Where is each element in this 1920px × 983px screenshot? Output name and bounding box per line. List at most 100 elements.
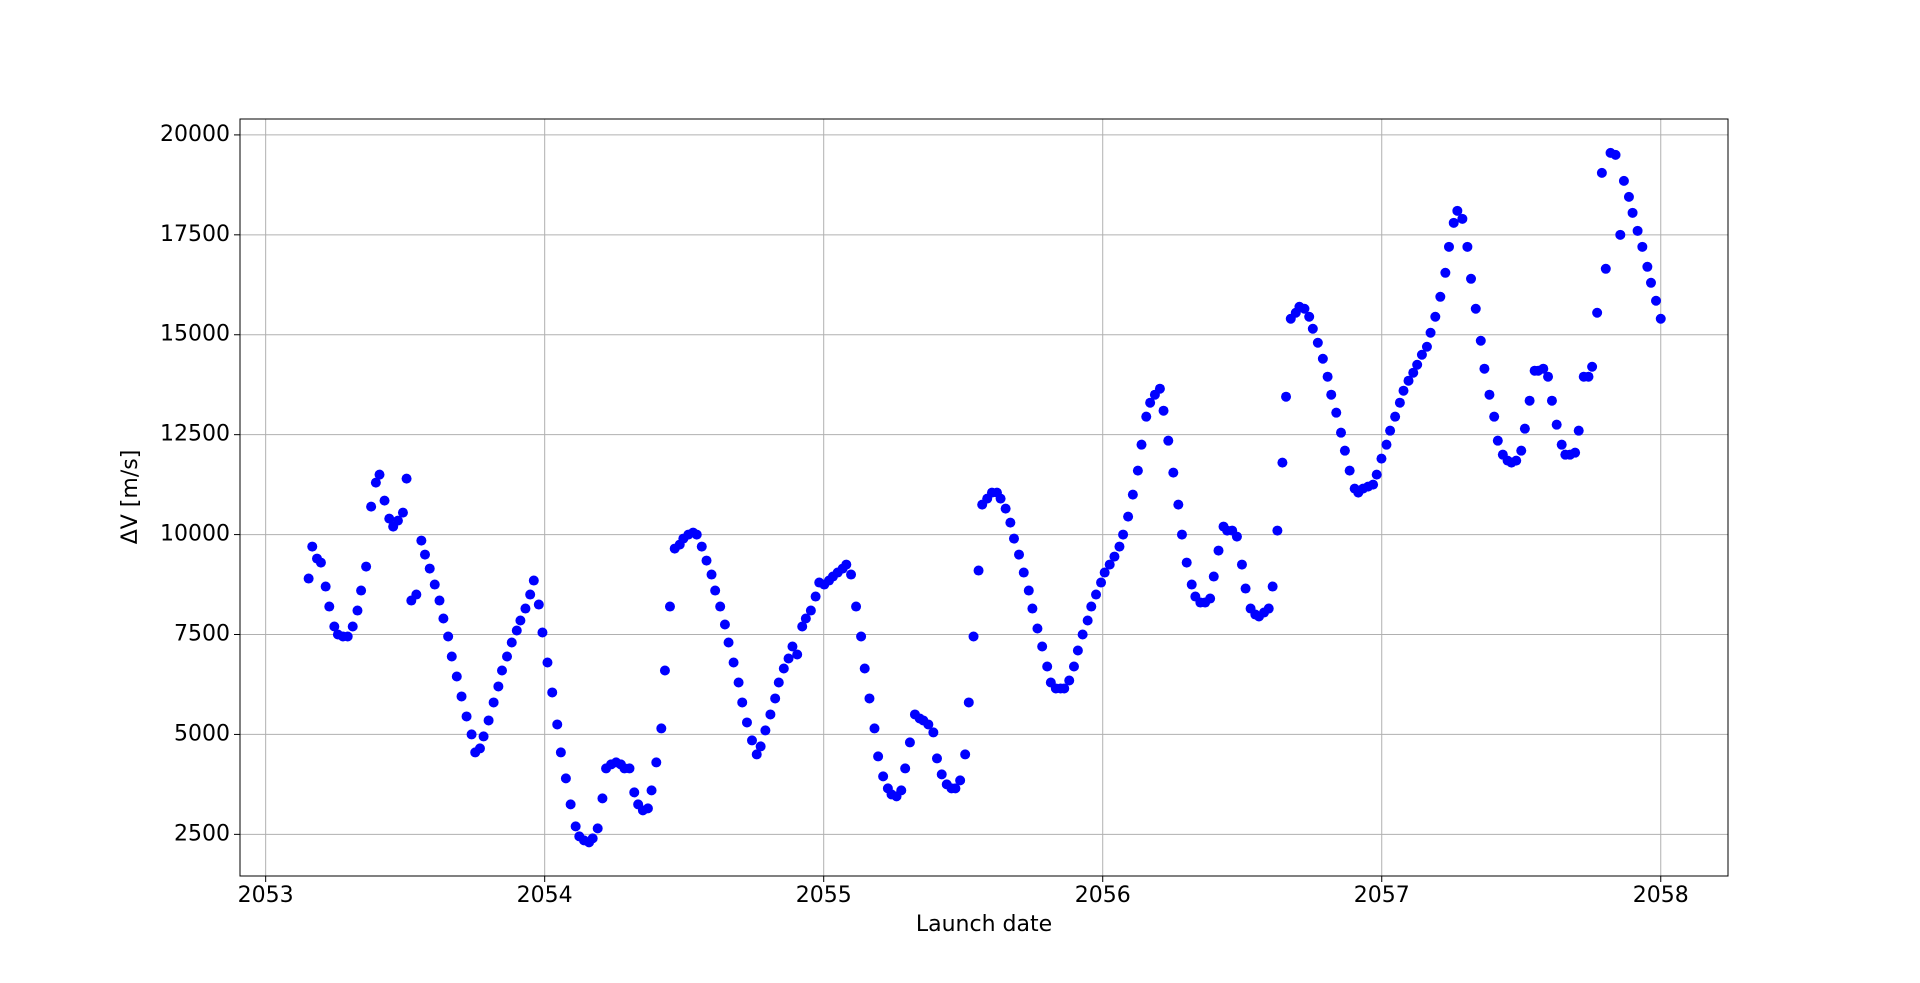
data-point [1240, 583, 1251, 594]
data-point [528, 575, 539, 586]
data-point [723, 637, 734, 648]
data-point [1042, 661, 1053, 672]
data-point [1068, 661, 1079, 672]
data-point [506, 637, 517, 648]
data-point [1416, 349, 1427, 360]
data-point [401, 473, 412, 484]
data-point [1452, 205, 1463, 216]
y-tick-label: 7500 [174, 622, 230, 647]
data-point [1466, 273, 1477, 284]
data-point [737, 697, 748, 708]
data-point [715, 601, 726, 612]
data-point [873, 751, 884, 762]
data-point [502, 651, 513, 662]
data-point [1032, 623, 1043, 634]
data-point [1109, 551, 1120, 562]
data-point [691, 529, 702, 540]
data-point [392, 515, 403, 526]
data-point [565, 799, 576, 810]
data-point [659, 665, 670, 676]
data-point [1037, 641, 1048, 652]
data-point [792, 649, 803, 660]
data-point [995, 493, 1006, 504]
data-point [552, 719, 563, 730]
data-point [1592, 307, 1603, 318]
data-point [1524, 395, 1535, 406]
data-point [1570, 447, 1581, 458]
x-tick-label: 2053 [238, 883, 294, 908]
data-point [1489, 411, 1500, 422]
data-point [1394, 397, 1405, 408]
data-point [1425, 327, 1436, 338]
data-point [525, 589, 536, 600]
data-point [1551, 419, 1562, 430]
data-point [451, 671, 462, 682]
data-point [1421, 341, 1432, 352]
data-point [1000, 503, 1011, 514]
data-point [1398, 385, 1409, 396]
data-point [646, 785, 657, 796]
data-point [1651, 295, 1662, 306]
data-point [896, 785, 907, 796]
data-point [760, 725, 771, 736]
data-point [1516, 445, 1527, 456]
data-point [710, 585, 721, 596]
data-point [629, 787, 640, 798]
data-point [1154, 383, 1165, 394]
data-point [701, 555, 712, 566]
data-point [1339, 445, 1350, 456]
data-point [493, 681, 504, 692]
data-point [1385, 425, 1396, 436]
data-point [1408, 367, 1419, 378]
data-point [1376, 453, 1387, 464]
data-point [542, 657, 553, 668]
data-point [515, 615, 526, 626]
data-point [1448, 217, 1459, 228]
data-point [846, 569, 857, 580]
data-point [800, 613, 811, 624]
data-point [1371, 469, 1382, 480]
x-tick-label: 2057 [1354, 883, 1410, 908]
data-point [1322, 371, 1333, 382]
data-point [1511, 455, 1522, 466]
data-point [1163, 435, 1174, 446]
data-point [1281, 391, 1292, 402]
data-point [446, 651, 457, 662]
data-point [1546, 395, 1557, 406]
data-point [973, 565, 984, 576]
data-point [1123, 511, 1134, 522]
x-axis-label: Launch date [916, 912, 1052, 937]
y-tick-label: 5000 [174, 721, 230, 746]
data-point [397, 507, 408, 518]
data-point [797, 621, 808, 632]
data-point [379, 495, 390, 506]
data-point [483, 715, 494, 726]
data-point [1086, 601, 1097, 612]
data-point [1014, 549, 1025, 560]
data-point [869, 723, 880, 734]
data-point [1127, 489, 1138, 500]
data-point [1307, 323, 1318, 334]
y-tick-label: 2500 [174, 821, 230, 846]
data-point [1573, 425, 1584, 436]
data-point [1637, 241, 1648, 252]
data-point [592, 823, 603, 834]
data-point [856, 631, 867, 642]
data-point [923, 719, 934, 730]
data-point [424, 563, 435, 574]
data-point [651, 757, 662, 768]
data-point [773, 677, 784, 688]
data-point [1208, 571, 1219, 582]
data-point [1610, 149, 1621, 160]
data-point [1479, 363, 1490, 374]
data-point [931, 753, 942, 764]
data-point [1543, 371, 1554, 382]
data-point [1114, 541, 1125, 552]
data-point [1181, 557, 1192, 568]
data-point [1091, 589, 1102, 600]
data-point [1435, 291, 1446, 302]
data-point [1145, 397, 1156, 408]
data-point [1023, 585, 1034, 596]
data-point [361, 561, 372, 572]
